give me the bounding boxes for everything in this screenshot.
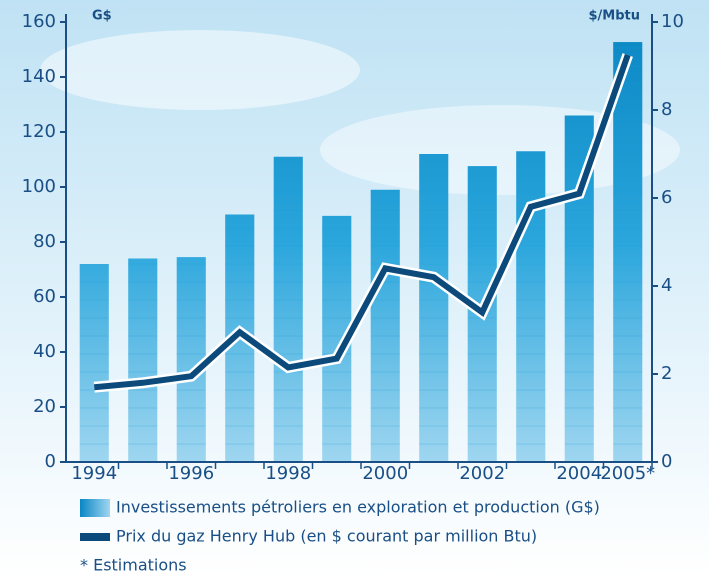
x-tick-label: 2005* (600, 463, 655, 484)
y-tick-label: 40 (33, 341, 56, 362)
bar (80, 264, 109, 462)
y2-tick-label: 6 (661, 187, 672, 208)
bar (516, 151, 545, 462)
y-tick-label: 160 (22, 11, 56, 32)
bar (128, 259, 157, 463)
legend-label: Prix du gaz Henry Hub (en $ courant par … (116, 527, 537, 546)
y-tick-label: 100 (22, 176, 56, 197)
y2-axis-label: $/Mbtu (588, 9, 640, 24)
x-tick-label: 2002 (459, 463, 505, 484)
y-tick-label: 120 (22, 121, 56, 142)
y-tick-label: 20 (33, 396, 56, 417)
bar (371, 190, 400, 462)
y-tick-label: 140 (22, 66, 56, 87)
cloud (40, 30, 360, 110)
y-tick-label: 80 (33, 231, 56, 252)
legend-swatch (80, 533, 110, 541)
y2-tick-label: 8 (661, 99, 672, 120)
note: * Estimations (80, 556, 187, 575)
x-tick-label: 2000 (362, 463, 408, 484)
y2-tick-label: 0 (661, 451, 672, 472)
y2-tick-label: 4 (661, 275, 672, 296)
y-axis-label: G$ (92, 9, 112, 24)
x-tick-label: 1994 (71, 463, 117, 484)
x-tick-label: 1998 (265, 463, 311, 484)
y-tick-label: 60 (33, 286, 56, 307)
x-tick-label: 2004 (556, 463, 602, 484)
x-tick-label: 1996 (168, 463, 214, 484)
bar (419, 154, 448, 462)
y2-tick-label: 10 (661, 11, 684, 32)
bar (613, 42, 642, 462)
chart: G$ $/Mbtu * Estimations 0204060801001201… (0, 0, 709, 576)
bar (274, 157, 303, 462)
legend-swatch (80, 499, 110, 517)
y-tick-label: 0 (45, 451, 56, 472)
legend-label: Investissements pétroliers en exploratio… (116, 498, 600, 517)
y2-tick-label: 2 (661, 363, 672, 384)
